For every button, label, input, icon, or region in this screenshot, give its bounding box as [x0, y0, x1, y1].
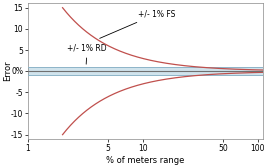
X-axis label: % of meters range: % of meters range	[106, 156, 185, 164]
Y-axis label: Error: Error	[3, 61, 12, 81]
Text: 0%: 0%	[11, 67, 23, 76]
Text: +/- 1% RD: +/- 1% RD	[67, 43, 107, 64]
Text: +/- 1% FS: +/- 1% FS	[100, 10, 175, 38]
